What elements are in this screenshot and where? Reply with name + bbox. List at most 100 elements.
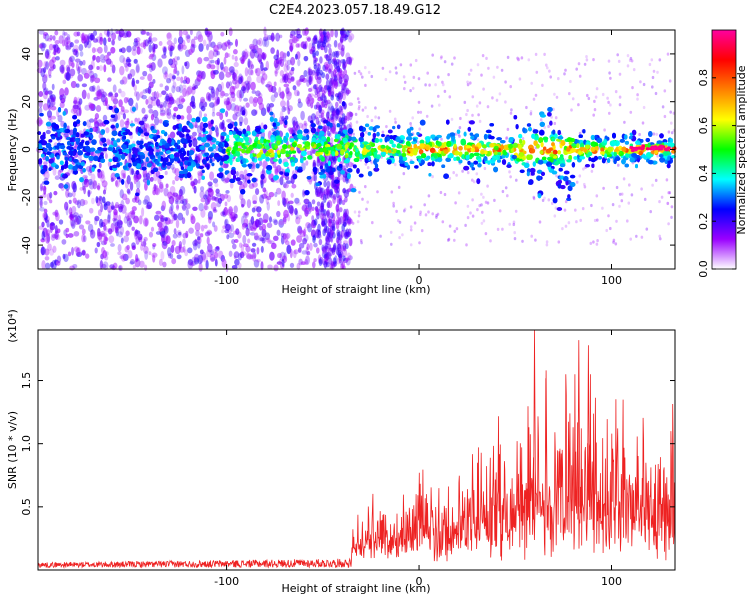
spectrogram-cell	[65, 206, 69, 216]
spectrogram-cell	[194, 222, 201, 232]
spectrogram-cell	[71, 61, 75, 68]
spectrogram-cell	[448, 95, 452, 99]
spectrogram-cell	[480, 73, 483, 77]
spectrogram-cell	[450, 62, 454, 66]
spectrogram-cell	[208, 188, 214, 198]
spectrogram-cell	[137, 47, 143, 55]
spectrogram-cell	[62, 253, 66, 260]
spectrogram-cell	[148, 32, 153, 38]
spectrogram-cell	[221, 119, 225, 128]
spectrogram-cell	[109, 118, 115, 122]
spectrogram-cell	[564, 224, 568, 228]
spectrogram-cell	[225, 71, 232, 78]
spectrogram-cell	[307, 67, 311, 76]
spectrogram-cell	[631, 86, 634, 90]
spectrogram-cell	[235, 171, 239, 177]
spectrogram-cell	[311, 69, 316, 76]
spectrogram-cell	[466, 216, 470, 220]
spectrogram-cell	[254, 235, 260, 241]
spectrogram-cell	[313, 35, 317, 41]
spectrogram-cell	[69, 213, 76, 218]
spectrogram-cell	[286, 244, 292, 255]
spectrogram-cell	[159, 83, 164, 88]
spectrogram-cell	[614, 90, 618, 94]
spectrogram-cell	[251, 109, 258, 116]
spectrogram-cell	[266, 201, 270, 211]
spectrogram-cell	[353, 71, 357, 75]
spectrogram-cell	[58, 182, 64, 189]
spectrogram-cell	[440, 137, 443, 141]
spectrogram-cell	[390, 190, 394, 194]
spectrogram-cell	[125, 120, 129, 129]
spectrogram-cell	[437, 75, 440, 79]
spectrogram-cell	[44, 33, 50, 42]
spectrogram-cell	[409, 243, 413, 247]
spectrogram-cell	[358, 190, 361, 194]
spectrogram-cell	[563, 208, 567, 212]
spectrogram-cell	[65, 45, 72, 51]
spectrogram-cell	[590, 169, 594, 173]
spectrogram-cell	[409, 89, 412, 93]
spectrogram-cell	[219, 89, 225, 99]
spectrogram-cell	[301, 123, 307, 131]
spectrogram-cell	[49, 34, 53, 41]
spectrogram-cell	[52, 167, 57, 176]
spectrogram-cell	[487, 66, 490, 70]
spectrogram-cell	[356, 220, 360, 224]
spectrogram-cell	[229, 182, 234, 189]
spectrogram-cell	[110, 222, 115, 233]
spectrogram-cell	[595, 242, 599, 246]
spectrogram-cell	[87, 169, 92, 176]
spectrogram-cell	[163, 46, 167, 56]
spectrogram-cell	[303, 120, 307, 126]
spectrogram-cell	[326, 180, 331, 189]
spectrogram-cell	[308, 87, 313, 92]
spectrogram-cell	[49, 261, 54, 268]
spectrogram-cell	[338, 105, 343, 113]
spectrogram-cell	[49, 223, 53, 234]
spectrogram-cell	[212, 69, 219, 75]
spectrogram-cell	[132, 265, 136, 269]
spectrogram-cell	[428, 83, 431, 87]
spectrogram-cell	[250, 227, 257, 232]
spectrogram-cell	[635, 234, 638, 238]
spectrogram-cell	[393, 163, 397, 167]
spectrogram-cell	[172, 180, 176, 185]
spectrogram-cell	[243, 97, 249, 102]
spectrogram-cell	[476, 138, 480, 142]
spectrogram-cell	[62, 79, 67, 85]
spectrogram-cell	[148, 231, 154, 238]
spectrogram-cell	[126, 188, 131, 194]
spectrogram-cell	[343, 221, 347, 228]
spectrogram-cell	[151, 252, 158, 258]
spectrogram-cell	[334, 50, 338, 58]
spectrogram-cell	[292, 35, 298, 44]
spectrogram-cell	[204, 101, 208, 108]
spectrogram-cell	[364, 106, 367, 110]
spectrogram-cell	[210, 257, 216, 261]
spectrogram-cell	[70, 80, 77, 89]
spectrogram-cell	[118, 214, 121, 222]
spectrogram-cell	[167, 253, 172, 259]
spectrogram-cell	[100, 54, 105, 60]
spectrogram-cell	[636, 97, 639, 101]
spectrogram-cell	[40, 245, 45, 256]
spectrogram-cell	[357, 100, 361, 104]
spectrogram-cell	[268, 216, 273, 223]
spectrogram-cell	[323, 85, 328, 94]
spectrogram-cell	[288, 204, 294, 214]
spectrogram-cell	[99, 37, 104, 42]
spectrogram-cell	[332, 118, 336, 128]
spectrogram-cell	[548, 69, 551, 73]
spectrogram-cell	[364, 130, 368, 134]
spectrogram-cell	[178, 43, 183, 50]
spectrogram-cell	[181, 217, 186, 225]
spectrogram-cell	[652, 132, 656, 136]
spectrogram-cell	[83, 72, 90, 79]
spectrogram-cell	[202, 255, 208, 263]
spectrogram-cell	[126, 45, 132, 53]
spectrogram-cell	[260, 61, 264, 72]
spectrogram-cell	[666, 201, 669, 205]
spectrogram-cell	[302, 237, 308, 245]
spectrogram-cell	[144, 218, 148, 227]
